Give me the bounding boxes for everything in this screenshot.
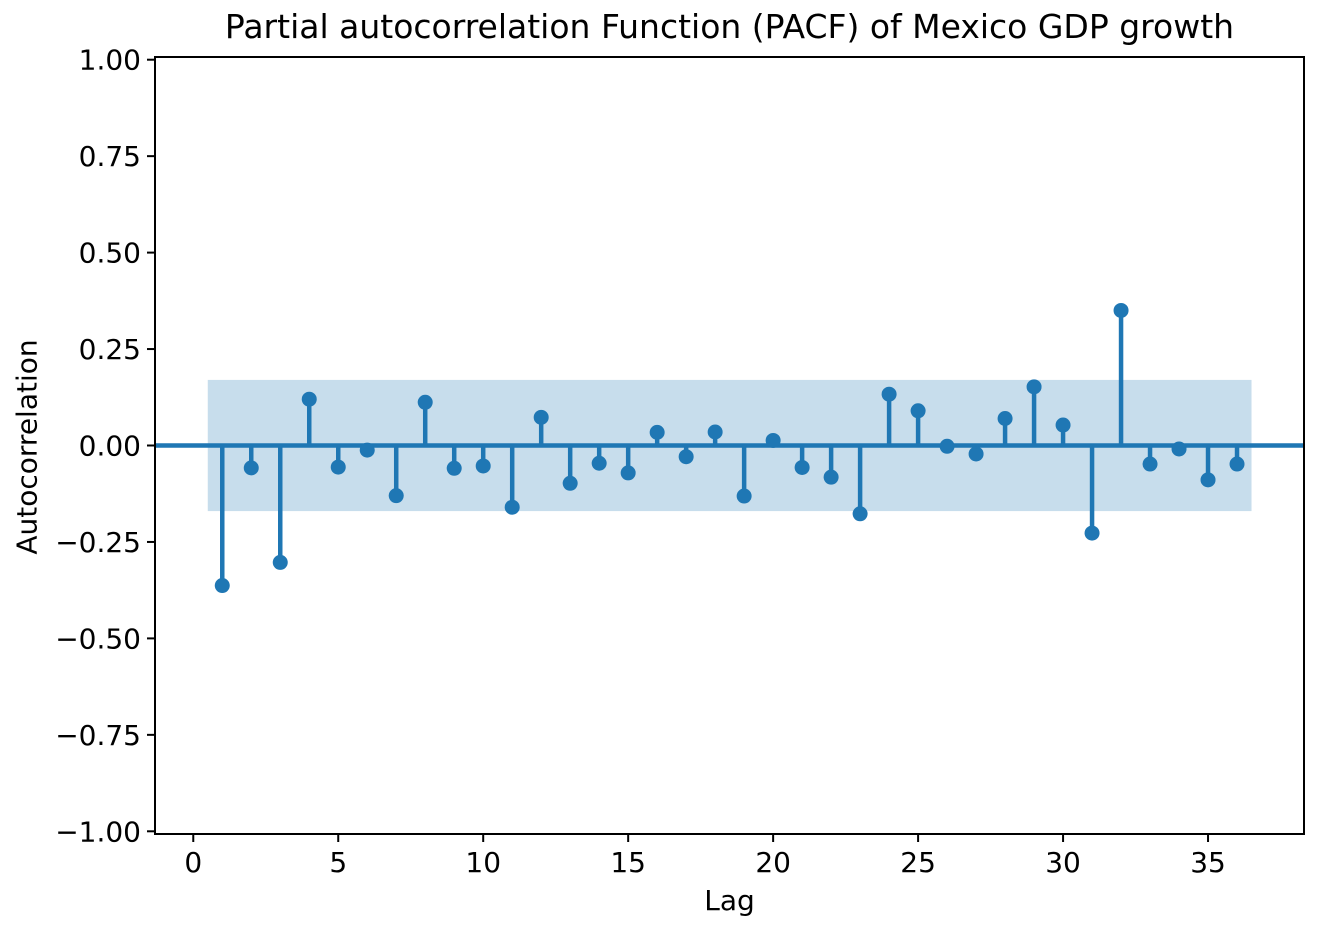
y-tick-label: −1.00 — [55, 815, 141, 848]
pacf-marker-lag-13 — [562, 475, 578, 491]
y-tick-label: −0.50 — [55, 622, 141, 655]
pacf-marker-lag-24 — [881, 386, 897, 402]
pacf-marker-lag-26 — [939, 438, 955, 454]
y-tick-label: 0.75 — [79, 140, 141, 173]
pacf-marker-lag-5 — [330, 459, 346, 475]
y-tick-label: −0.25 — [55, 526, 141, 559]
pacf-marker-lag-14 — [591, 455, 607, 471]
pacf-marker-lag-2 — [243, 460, 259, 476]
pacf-marker-lag-1 — [214, 578, 230, 594]
x-tick-label: 20 — [755, 846, 791, 879]
pacf-marker-lag-28 — [997, 410, 1013, 426]
pacf-marker-lag-3 — [272, 554, 288, 570]
x-tick-label: 15 — [610, 846, 646, 879]
x-axis-label: Lag — [704, 884, 755, 917]
x-tick-label: 0 — [184, 846, 202, 879]
y-tick-label: 0.50 — [79, 237, 141, 270]
pacf-marker-lag-17 — [678, 449, 694, 465]
y-tick-label: 0.00 — [79, 430, 141, 463]
pacf-marker-lag-25 — [910, 403, 926, 419]
x-tick-label: 10 — [465, 846, 501, 879]
pacf-marker-lag-22 — [823, 469, 839, 485]
pacf-marker-lag-36 — [1229, 456, 1245, 472]
pacf-marker-lag-34 — [1171, 441, 1187, 457]
y-tick-label: −0.75 — [55, 719, 141, 752]
pacf-marker-lag-15 — [620, 465, 636, 481]
pacf-marker-lag-12 — [533, 409, 549, 425]
pacf-marker-lag-31 — [1084, 525, 1100, 541]
x-tick-label: 35 — [1190, 846, 1226, 879]
pacf-marker-lag-27 — [968, 446, 984, 462]
pacf-marker-lag-9 — [446, 460, 462, 476]
pacf-marker-lag-8 — [417, 394, 433, 410]
pacf-marker-lag-30 — [1055, 417, 1071, 433]
pacf-marker-lag-20 — [765, 432, 781, 448]
y-tick-label: 1.00 — [79, 44, 141, 77]
pacf-marker-lag-21 — [794, 459, 810, 475]
pacf-marker-lag-35 — [1200, 472, 1216, 488]
pacf-marker-lag-10 — [475, 458, 491, 474]
pacf-marker-lag-6 — [359, 442, 375, 458]
pacf-marker-lag-32 — [1113, 302, 1129, 318]
pacf-marker-lag-33 — [1142, 456, 1158, 472]
pacf-marker-lag-11 — [504, 499, 520, 515]
pacf-marker-lag-23 — [852, 506, 868, 522]
x-tick-label: 5 — [329, 846, 347, 879]
pacf-marker-lag-29 — [1026, 379, 1042, 395]
pacf-marker-lag-19 — [736, 488, 752, 504]
pacf-marker-lag-16 — [649, 424, 665, 440]
pacf-marker-lag-7 — [388, 488, 404, 504]
x-tick-label: 30 — [1045, 846, 1081, 879]
pacf-marker-lag-4 — [301, 391, 317, 407]
y-tick-label: 0.25 — [79, 333, 141, 366]
chart-title: Partial autocorrelation Function (PACF) … — [224, 7, 1235, 46]
x-tick-label: 25 — [900, 846, 936, 879]
pacf-marker-lag-18 — [707, 424, 723, 440]
